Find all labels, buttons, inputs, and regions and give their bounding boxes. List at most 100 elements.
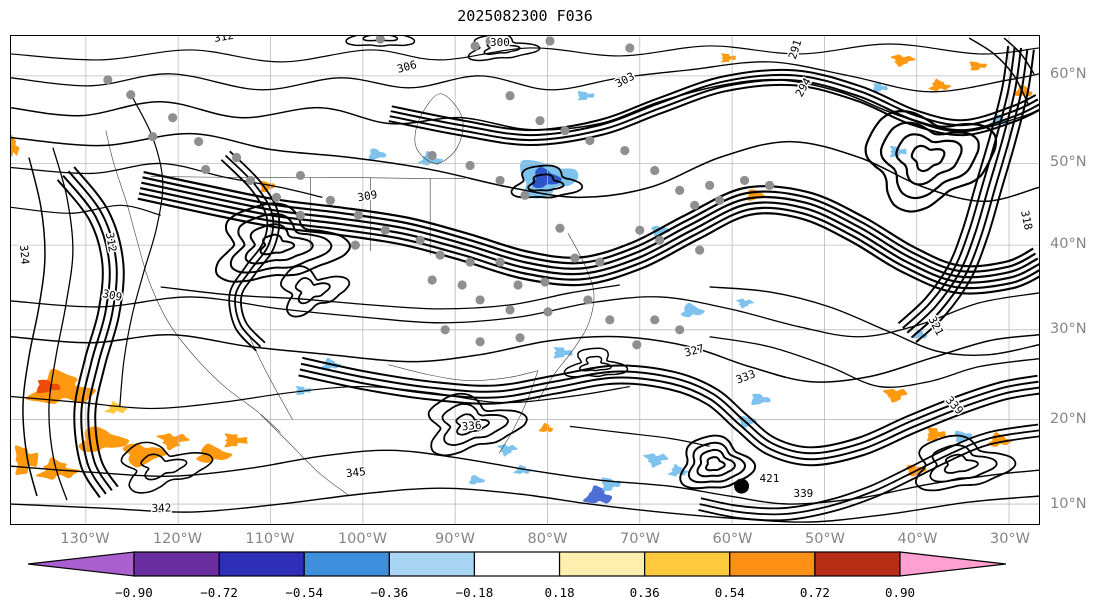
station-dot [126, 90, 136, 100]
shaded-region [643, 453, 669, 468]
contour-line [709, 286, 1039, 356]
contour-line [11, 61, 1039, 93]
contour-label: 312 [103, 231, 119, 253]
contour-line [897, 46, 1010, 325]
storm-marker-dot [734, 478, 750, 494]
station-dot [505, 91, 515, 101]
x-tick-label: 50°W [804, 531, 846, 547]
station-dot [148, 132, 158, 142]
y-axis-tick-labels: 60°N 50°N 40°N 30°N 20°N 10°N [1046, 35, 1104, 525]
contour-label: 345 [345, 465, 366, 480]
station-dot [201, 164, 211, 175]
shaded-region [577, 91, 595, 101]
station-dot [245, 175, 256, 185]
contour-line [67, 170, 118, 491]
contour-label: 421 [760, 472, 780, 485]
contour-label: 327 [683, 342, 706, 360]
shaded-region [928, 78, 952, 92]
contour-loop [427, 392, 528, 457]
shaded-region [538, 423, 554, 433]
contour-line [906, 47, 1023, 334]
colorbar-tick-label: 0.90 [885, 585, 915, 600]
contour-loop [679, 434, 757, 490]
shaded-region [680, 302, 705, 318]
station-dot [380, 225, 390, 235]
colorbar-tick-label: −0.72 [200, 585, 238, 600]
contour-loop [455, 413, 490, 436]
station-dot [465, 257, 475, 267]
station-dot [535, 116, 545, 126]
contour-label: 306 [396, 58, 419, 76]
station-dot [739, 175, 750, 185]
station-dot [231, 152, 242, 163]
contour-loop [483, 40, 521, 55]
station-dot [475, 337, 485, 347]
shaded-region [890, 54, 916, 67]
station-dot [543, 307, 553, 317]
colorbar-tick-label: 0.72 [800, 585, 830, 600]
contour-line [298, 374, 1039, 467]
station-dot [440, 325, 450, 335]
y-tick-label: 10°N [1050, 496, 1087, 512]
shaded-region [368, 148, 387, 160]
contour-line [388, 83, 1039, 147]
contour-line [11, 204, 161, 216]
station-dot [295, 210, 306, 220]
colorbar: −0.90 −0.72 −0.54 −0.36 −0.18 0.18 0.36 0.54 0.7… [28, 551, 1006, 600]
contour-line [48, 147, 74, 501]
contour-loop [910, 144, 946, 173]
contour-loop [705, 456, 726, 472]
station-dot [695, 245, 705, 255]
x-axis-tick-labels: 130°W 120°W 110°W 100°W 90°W 80°W 70°W 60°W 50°W… [10, 531, 1040, 553]
station-dot [620, 145, 630, 156]
shaded-region [601, 477, 621, 491]
shaded-region [651, 225, 671, 238]
station-dot [457, 280, 467, 290]
contour-line [11, 385, 630, 410]
contour-line [138, 192, 1039, 290]
colorbar-tick-label: 0.36 [630, 585, 660, 600]
contour-loop [563, 347, 629, 378]
y-tick-label: 40°N [1050, 236, 1087, 252]
contour-loop [687, 441, 746, 484]
contour-line [22, 157, 46, 497]
station-dot [415, 235, 425, 245]
contour-layer [11, 36, 1039, 523]
contour-loop [914, 434, 1017, 492]
shaded-region [969, 61, 987, 71]
contour-loop [280, 265, 351, 318]
station-dot [271, 192, 282, 202]
station-dot [655, 235, 665, 245]
x-tick-label: 100°W [337, 531, 388, 547]
y-tick-label: 50°N [1050, 154, 1087, 170]
contour-line [391, 68, 1037, 132]
contour-label: 342 [151, 501, 171, 515]
colorbar-segment [133, 551, 220, 577]
shaded-region [224, 433, 248, 448]
contour-label: 339 [793, 487, 813, 500]
station-dot [295, 170, 306, 181]
x-tick-label: 80°W [527, 531, 568, 547]
contour-loop [467, 36, 541, 62]
dots-layer [103, 36, 775, 494]
station-dot [520, 190, 530, 200]
contour-line [968, 37, 1030, 107]
station-dot [325, 195, 335, 205]
contour-line [143, 170, 1034, 268]
contour-line [229, 150, 281, 344]
contour-loop [527, 173, 565, 192]
contour-label: 312 [213, 36, 235, 45]
station-dot [505, 305, 515, 315]
contour-line [11, 487, 1039, 523]
station-dot [635, 225, 645, 235]
shaded-region [926, 427, 947, 442]
contour-label: 291 [786, 38, 805, 61]
colorbar-segment [558, 551, 646, 577]
contour-line [141, 181, 1039, 279]
contour-label: 324 [17, 244, 32, 265]
x-tick-label: 40°W [897, 531, 938, 547]
shaded-region [468, 475, 486, 485]
contour-line [699, 429, 1039, 516]
contour-label: 300 [490, 36, 510, 49]
contour-loop [696, 448, 736, 478]
